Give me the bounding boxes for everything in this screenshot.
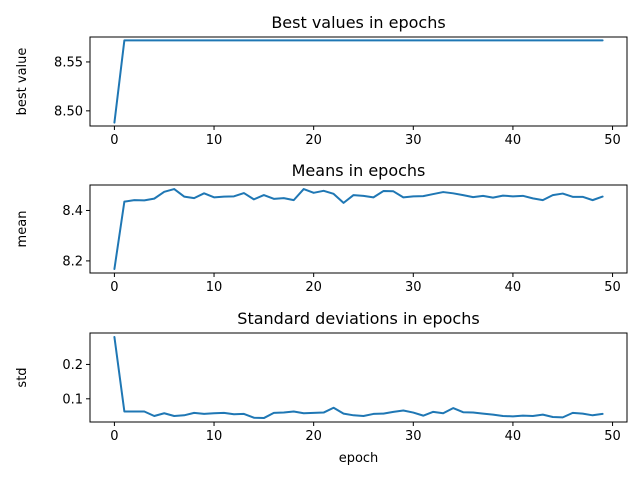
y-tick-label: 0.1 [62, 392, 83, 407]
x-tick-label: 40 [505, 280, 522, 295]
subplot-title: Best values in epochs [271, 13, 445, 32]
y-axis-label: best value [15, 48, 30, 116]
series-line [113, 188, 604, 270]
x-tick-label: 10 [206, 429, 223, 444]
subplot-title: Standard deviations in epochs [237, 309, 479, 328]
x-tick-label: 10 [206, 280, 223, 295]
subplot-3: Standard deviations in epochs 0 10 20 30 40 50… [15, 309, 628, 466]
plot-frame [89, 36, 628, 127]
x-tick-label: 50 [604, 133, 621, 148]
x-tick-label: 20 [305, 133, 322, 148]
y-tick-label: 8.50 [54, 104, 83, 119]
x-tick-label: 40 [505, 133, 522, 148]
subplot-2: Means in epochs 0 10 20 30 40 50 8.2 8.4 mean [15, 161, 628, 295]
x-tick-label: 10 [206, 133, 223, 148]
series-line [113, 39, 604, 124]
x-tick-label: 20 [305, 280, 322, 295]
x-axis-label: epoch [339, 451, 379, 466]
x-tick-label: 0 [110, 429, 118, 444]
x-tick-label: 20 [305, 429, 322, 444]
y-tick-label: 8.4 [62, 204, 83, 219]
x-tick-label: 30 [405, 429, 422, 444]
plot-frame [89, 184, 628, 274]
subplot-1: Best values in epochs 0 10 20 30 40 50 8.50 8.55… [15, 13, 628, 148]
y-axis-label: std [15, 367, 30, 387]
plot-frame [89, 332, 628, 423]
y-tick-label: 8.55 [54, 55, 83, 70]
x-tick-label: 30 [405, 133, 422, 148]
y-tick-label: 8.2 [62, 254, 83, 269]
subplot-title: Means in epochs [292, 161, 426, 180]
y-tick-label: 0.2 [62, 358, 83, 373]
x-tick-label: 50 [604, 429, 621, 444]
y-axis-label: mean [15, 211, 30, 248]
x-tick-label: 40 [505, 429, 522, 444]
x-tick-label: 0 [110, 133, 118, 148]
x-tick-label: 0 [110, 280, 118, 295]
x-tick-label: 50 [604, 280, 621, 295]
x-tick-label: 30 [405, 280, 422, 295]
series-line [113, 335, 604, 420]
